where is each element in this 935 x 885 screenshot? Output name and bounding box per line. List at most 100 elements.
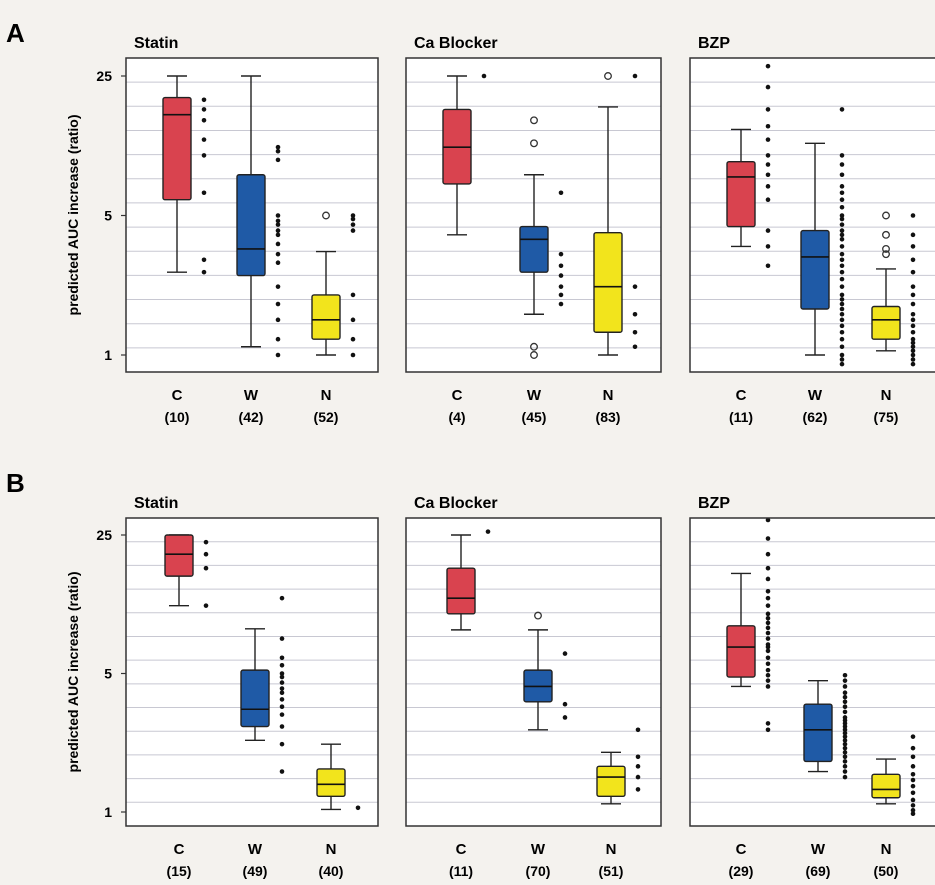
box-c: C (4) [442,73,487,425]
plot-frame [689,517,935,827]
data-point [350,216,356,222]
data-point [839,336,845,342]
data-point [203,603,209,608]
data-point [275,260,281,266]
outlier-point [882,250,890,259]
data-point [839,276,845,282]
data-point [203,551,209,557]
data-point [839,216,845,222]
y-tick-label: 1 [104,804,112,820]
chart-title: Ca Blocker [414,35,498,52]
data-point [765,603,771,608]
data-point [635,774,641,780]
data-point [910,361,916,367]
data-point [765,655,771,661]
category-label: N [321,387,332,404]
data-point [910,301,916,307]
data-point [839,284,845,289]
data-point [275,144,281,150]
box-n: N (51) [596,727,641,879]
data-point [275,148,281,154]
box-w: W (69) [803,672,848,879]
data-point [910,771,916,777]
data-point [765,63,771,69]
category-label: N [326,841,337,858]
data-point [275,301,281,307]
data-point [201,269,207,275]
data-point [275,241,281,247]
data-point [279,636,285,641]
category-count: (52) [314,409,339,425]
data-point [558,273,564,278]
data-point [201,137,207,142]
plot-frame [125,57,379,373]
data-point [842,750,848,755]
box-w: W (45) [519,116,564,425]
data-point [632,284,638,289]
data-point [839,323,845,329]
data-point [839,251,845,257]
category-count: (75) [874,409,899,425]
data-point [765,667,771,673]
data-point [765,576,771,582]
box-body [519,225,549,273]
data-point [765,661,771,667]
data-point [765,244,771,249]
panels: 1 5 25 predicted AUC increase (ratio) Statin… [65,35,935,879]
plot-frame [689,57,935,373]
data-point [842,684,848,689]
data-point [765,184,771,189]
outlier-point [322,211,330,220]
box-body [593,232,623,333]
data-point [910,807,916,813]
category-label: N [606,841,617,858]
data-point [839,352,845,358]
data-point [632,73,638,79]
data-point [765,551,771,557]
data-point [765,672,771,678]
data-point [910,317,916,323]
data-point [765,588,771,594]
data-point [910,257,916,263]
data-point [632,311,638,317]
data-point [203,539,209,545]
box-body [236,174,266,277]
category-label: W [248,841,263,858]
data-point [910,292,916,298]
data-point [279,769,285,774]
data-point [910,284,916,289]
data-point [765,678,771,683]
chart-panel-b-2: Ca Blocker C (11) W (70) N (51) [405,495,662,879]
data-point [279,697,285,702]
data-point [201,97,207,103]
chart-title: Statin [134,495,178,512]
data-point [279,741,285,747]
panel-letter-a: A [6,18,25,48]
data-point [839,153,845,158]
data-point [275,336,281,342]
box-body [446,567,476,615]
category-label: C [736,387,747,404]
panel-letter-b: B [6,468,25,498]
data-point [765,263,771,269]
data-point [765,684,771,689]
box-body [164,534,194,577]
data-point [275,317,281,323]
outlier-point [882,244,890,253]
category-count: (29) [729,863,754,879]
data-point [839,213,845,218]
outlier-point [882,211,890,220]
data-point [203,565,209,571]
data-point [279,674,285,680]
data-point [765,630,771,636]
chart-panel-a-3: BZP C (11) W (62) N (75) [689,35,935,425]
box-n: N (52) [311,211,356,425]
data-point [275,251,281,257]
data-point [765,137,771,142]
box-n: N (50) [871,734,916,879]
data-point [765,611,771,617]
data-point [910,790,916,796]
category-label: W [244,387,259,404]
data-point [765,644,771,650]
data-point [839,306,845,312]
